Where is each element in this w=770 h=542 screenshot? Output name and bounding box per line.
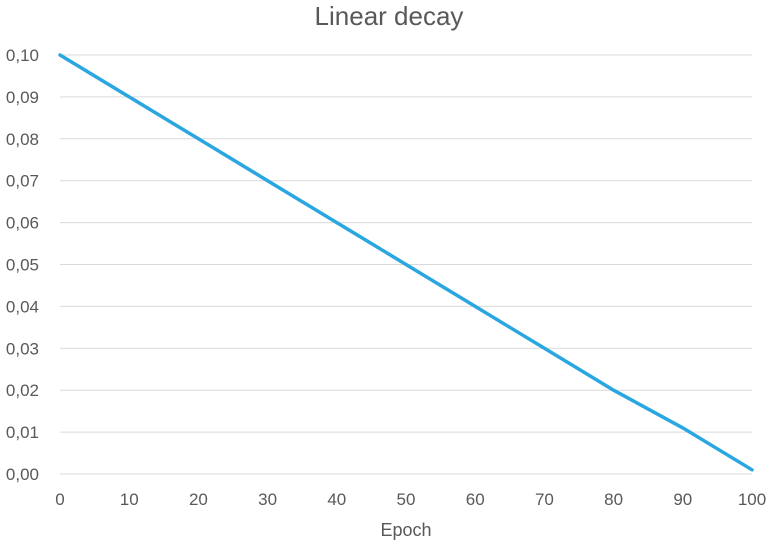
x-tick-label: 80 bbox=[604, 490, 623, 509]
series-layer bbox=[58, 53, 754, 472]
x-axis-tick-labels: 0 10 20 30 40 50 60 70 80 90 100 bbox=[55, 490, 766, 509]
y-tick-label: 0,07 bbox=[6, 172, 39, 191]
y-tick-label: 0,02 bbox=[6, 381, 39, 400]
x-tick-label: 30 bbox=[258, 490, 277, 509]
x-tick-label: 90 bbox=[673, 490, 692, 509]
x-tick-label: 60 bbox=[466, 490, 485, 509]
y-tick-label: 0,04 bbox=[6, 297, 39, 316]
y-tick-label: 0,03 bbox=[6, 339, 39, 358]
chart-title: Linear decay bbox=[315, 1, 464, 31]
x-tick-label: 20 bbox=[189, 490, 208, 509]
y-tick-label: 0,01 bbox=[6, 423, 39, 442]
x-tick-label: 50 bbox=[397, 490, 416, 509]
x-tick-label: 70 bbox=[535, 490, 554, 509]
series-line bbox=[58, 53, 754, 472]
y-tick-label: 0,08 bbox=[6, 130, 39, 149]
y-tick-label: 0,06 bbox=[6, 214, 39, 233]
y-axis-tick-labels: 0,00 0,01 0,02 0,03 0,04 0,05 0,06 0,07 0,08 0,09… bbox=[6, 46, 39, 484]
y-tick-label: 0,00 bbox=[6, 465, 39, 484]
x-tick-label: 100 bbox=[738, 490, 766, 509]
y-tick-label: 0,05 bbox=[6, 256, 39, 275]
x-tick-label: 10 bbox=[120, 490, 139, 509]
x-tick-label: 0 bbox=[55, 490, 64, 509]
y-tick-label: 0,10 bbox=[6, 46, 39, 65]
y-tick-label: 0,09 bbox=[6, 88, 39, 107]
x-tick-label: 40 bbox=[327, 490, 346, 509]
x-axis-title: Epoch bbox=[380, 520, 431, 540]
